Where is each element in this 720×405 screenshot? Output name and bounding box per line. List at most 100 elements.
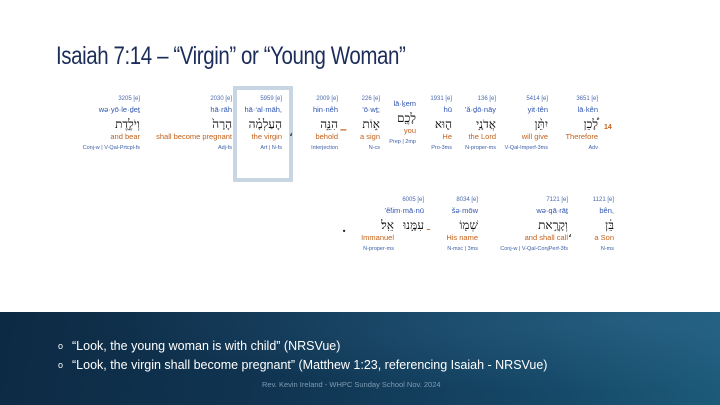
word-column: 6005 [e] ’im·mā·nū עִמָּ֥נוּ <box>380 197 424 231</box>
hebrew-word: שְׁמ֖וֹ <box>459 217 478 232</box>
bullet-text: “Look, the young woman is with child” (N… <box>72 339 341 353</box>
hebrew-maqaf: ־ <box>426 226 431 240</box>
footer-credit: Rev. Kevin Ireland - WHPC Sunday School … <box>262 380 441 389</box>
english-gloss: and bear <box>110 131 140 141</box>
parsing: Adj-fs <box>217 145 232 151</box>
word-column-highlighted: 5959 [e] hā·‘al·māh, הָעַלְמָ֗ה the virg… <box>234 96 282 152</box>
transliteration: ’ō·wṯ; <box>362 105 380 114</box>
parsing: V-Qal-Imperf-3ms <box>504 145 548 151</box>
bullet-marker: o <box>58 360 64 370</box>
hebrew-word: וְיֹלֶ֣דֶת <box>115 116 140 131</box>
hebrew-word: אֲדֹנָ֥י <box>475 116 496 131</box>
bullet-text: “Look, the virgin shall become pregnant”… <box>72 358 548 372</box>
strongs-number: 6005 [e] <box>402 197 424 203</box>
parsing: Conj-w | V-Qal-ConjPerf-3fs <box>500 246 568 252</box>
parsing: N-proper-ms <box>363 246 394 252</box>
word-column: ’êl. אֵֽל׃ Immanuel N-proper-ms <box>344 197 394 253</box>
transliteration: lā·ḵem <box>393 99 416 108</box>
parsing: N-msc | 3ms <box>447 246 478 252</box>
hebrew-word: עִמָּ֥נוּ <box>403 217 424 232</box>
parsing: Pro-3ms <box>431 145 452 151</box>
word-column: 7121 [e] wə·qā·rāṯ וְקָרָ֥את and shall c… <box>480 197 568 253</box>
hebrew-word: וְקָרָ֥את <box>538 217 568 232</box>
bullet-marker: o <box>58 341 64 351</box>
hebrew-word: א֑וֹת <box>362 116 380 131</box>
word-column: 1121 [e] bên, בֵּ֔ן a Son N-ms <box>574 197 614 253</box>
strongs-number: 1931 [e] <box>430 96 452 102</box>
english-gloss: the virgin <box>251 131 282 141</box>
english-gloss: the Lord <box>468 131 496 141</box>
virgin-highlight-box <box>233 86 293 182</box>
strongs-number: 8034 [e] <box>456 197 478 203</box>
english-gloss: you <box>403 125 416 135</box>
hebrew-word: ה֛וּא <box>434 116 452 131</box>
word-column: 3205 [e] wə·yō·le·ḏeṯ וְיֹלֶ֣דֶת and bea… <box>60 96 140 152</box>
word-column: 2009 [e] hin·nêh הִנֵּ֣ה behold Interjec… <box>294 96 338 152</box>
strongs-number: 1121 [e] <box>592 197 614 203</box>
strongs-number: 3651 [e] <box>576 96 598 102</box>
separator-dash: – <box>340 122 347 136</box>
english-gloss: behold <box>315 131 338 141</box>
parsing: Art | N-fs <box>260 145 282 151</box>
transliteration: bên, <box>599 206 614 215</box>
english-gloss: He <box>442 131 452 141</box>
hebrew-word: בֵּ֔ן <box>605 217 614 232</box>
hebrew-word: יִתֵּ֨ן <box>534 116 548 131</box>
bullet-item: o “Look, the young woman is with child” … <box>58 337 547 356</box>
english-gloss: a sign <box>359 131 380 141</box>
footer-band <box>0 312 720 405</box>
strongs-number: 136 [e] <box>477 96 496 102</box>
transliteration: ’êl. <box>384 206 394 215</box>
english-gloss: Immanuel <box>361 232 394 242</box>
parsing: Adv <box>588 145 598 151</box>
english-gloss: and shall call <box>524 232 568 242</box>
transliteration: wə·yō·le·ḏeṯ <box>98 105 140 114</box>
hebrew-word: הִנֵּ֣ה <box>320 116 338 131</box>
hebrew-word: הָרָה֙ <box>212 116 232 131</box>
english-gloss: a Son <box>594 232 614 242</box>
strongs-number: 5959 [e] <box>260 96 282 102</box>
parsing: Prep | 2mp <box>389 139 416 145</box>
transliteration: ’im·mā·nū <box>390 206 424 215</box>
strongs-number: 2009 [e] <box>316 96 338 102</box>
strongs-number: 5414 [e] <box>526 96 548 102</box>
hebrew-comma: ، <box>568 226 572 240</box>
bullet-list: o “Look, the young woman is with child” … <box>58 337 547 375</box>
hebrew-word: לָ֠כֵן <box>583 116 598 131</box>
transliteration: hā·‘al·māh, <box>244 105 282 114</box>
hebrew-word: אֵֽל׃ <box>381 217 394 232</box>
parsing: Interjection <box>311 145 338 151</box>
english-gloss: will give <box>521 131 548 141</box>
verse-number: 14 <box>604 124 612 131</box>
transliteration: hā·rāh <box>210 105 232 114</box>
word-column: 5414 [e] yit·tên יִתֵּ֨ן will give V-Qal… <box>488 96 548 152</box>
parsing: Conj-w | V-Qal-Prtcpl-fs <box>82 145 140 151</box>
transliteration: šə·mōw <box>451 206 478 215</box>
word-column: 8034 [e] šə·mōw שְׁמ֖וֹ His name N-msc |… <box>428 197 478 253</box>
word-column: 136 [e] ’ă·ḏō·nāy אֲדֹנָ֥י the Lord N-pr… <box>450 96 496 152</box>
interlinear-table: 14 3651 [e] lā·kên לָ֠כֵן Therefore Adv … <box>60 86 620 270</box>
hebrew-word: הָעַלְמָ֗ה <box>248 116 282 131</box>
hebrew-word: לָכֶ֖ם <box>397 110 416 125</box>
strongs-number: 3205 [e] <box>118 96 140 102</box>
parsing: N-ms <box>600 246 614 252</box>
end-dot: · <box>342 224 347 238</box>
bullet-item: o “Look, the virgin shall become pregnan… <box>58 356 547 375</box>
word-column: 2030 [e] hā·rāh הָרָה֙ shall become preg… <box>146 96 232 152</box>
transliteration: hin·nêh <box>312 105 338 114</box>
english-gloss: Therefore <box>565 131 598 141</box>
strongs-number: 226 [e] <box>361 96 380 102</box>
hebrew-comma: ، <box>289 125 293 139</box>
word-column: 3651 [e] lā·kên לָ֠כֵן Therefore Adv <box>540 96 598 152</box>
transliteration: wə·qā·rāṯ <box>536 206 568 215</box>
transliteration: yit·tên <box>527 105 548 114</box>
parsing: N-proper-ms <box>465 145 496 151</box>
parsing: N-cs <box>368 145 380 151</box>
transliteration: hū <box>443 105 452 114</box>
english-gloss: shall become pregnant <box>156 131 232 141</box>
strongs-number: 2030 [e] <box>210 96 232 102</box>
word-column: 226 [e] ’ō·wṯ; א֑וֹת a sign N-cs <box>340 96 380 152</box>
slide-title: Isaiah 7:14 – “Virgin” or “Young Woman” <box>56 42 406 70</box>
word-column: lā·ḵem לָכֶ֖ם you Prep | 2mp <box>380 96 416 146</box>
